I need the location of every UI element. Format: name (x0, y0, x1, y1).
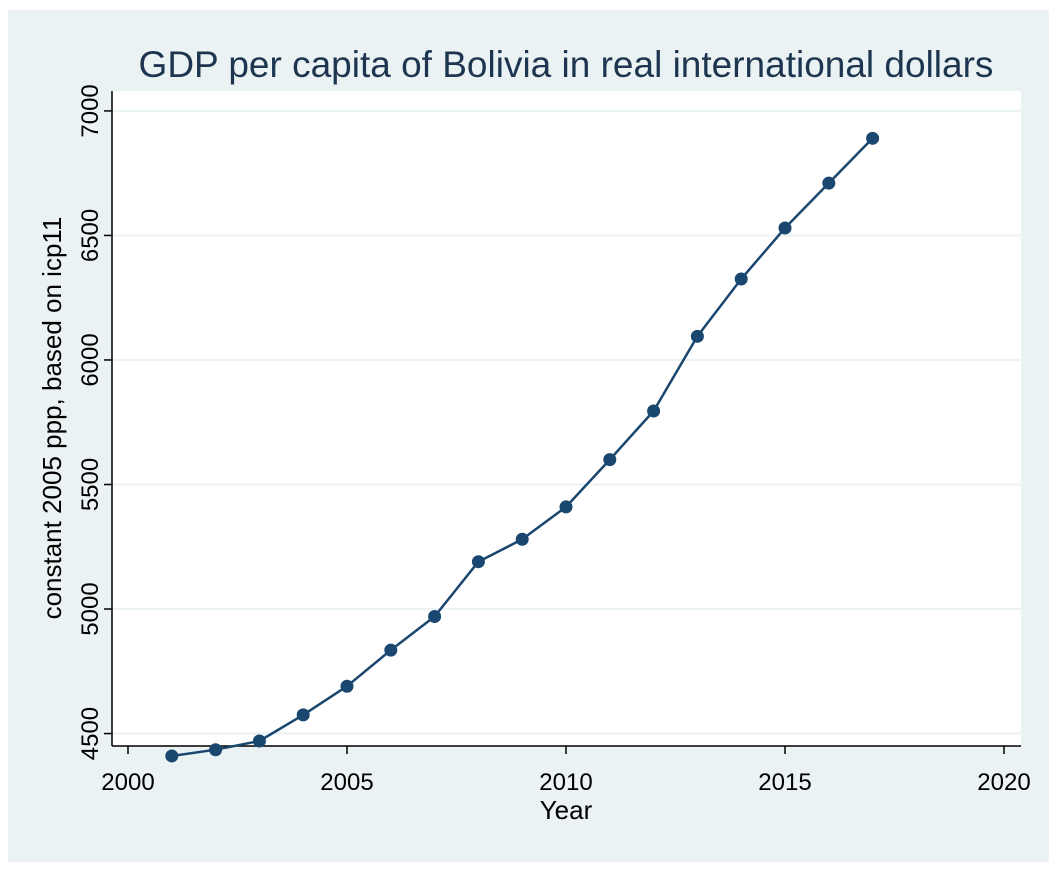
tick-labels: 4500 5000 5500 6000 6500 7000 2000 2005 2010 2015… (77, 84, 1031, 796)
data-point (340, 679, 354, 693)
y-tick-label: 5000 (77, 582, 104, 635)
plot-area (112, 91, 1021, 746)
data-point (252, 734, 266, 748)
data-point (471, 555, 485, 569)
series (165, 131, 880, 763)
data-point (822, 176, 836, 190)
y-tick-label: 7000 (77, 84, 104, 137)
y-tick-label: 6000 (77, 333, 104, 386)
data-point (428, 609, 442, 623)
data-point (734, 272, 748, 286)
x-tick-label: 2015 (758, 769, 811, 796)
grid-lines (112, 109, 1021, 735)
data-point (209, 743, 223, 757)
data-point (866, 131, 880, 145)
x-tick-label: 2005 (320, 769, 373, 796)
x-tick-label: 2010 (539, 769, 592, 796)
x-axis-label: Year (540, 795, 593, 825)
data-point (515, 532, 529, 546)
x-tick-label: 2000 (101, 769, 154, 796)
y-axis-label: constant 2005 ppp, based on icp11 (37, 217, 67, 620)
data-point (603, 453, 617, 467)
data-point (690, 329, 704, 343)
data-point (165, 749, 179, 763)
data-point (778, 221, 792, 235)
data-point (296, 708, 310, 722)
chart-title: GDP per capita of Bolivia in real intern… (139, 44, 994, 85)
y-tick-label: 4500 (77, 707, 104, 760)
y-tick-label: 5500 (77, 458, 104, 511)
data-point (647, 404, 661, 418)
data-point (559, 500, 573, 514)
data-point (384, 643, 398, 657)
x-tick-label: 2020 (977, 769, 1030, 796)
y-tick-label: 6500 (77, 209, 104, 262)
